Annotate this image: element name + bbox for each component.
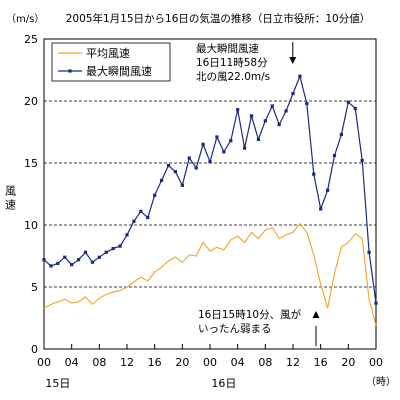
max-gust-point: [63, 255, 67, 259]
max-gust-point: [194, 166, 198, 170]
x-tick-label: 12: [286, 356, 300, 369]
annotation-peak-text: 16日11時58分: [196, 57, 268, 69]
max-gust-point: [291, 91, 295, 96]
max-gust-point: [139, 209, 143, 213]
x-tick-label: 16: [314, 356, 328, 369]
max-gust-point: [319, 207, 323, 211]
max-gust-point: [249, 114, 254, 118]
max-gust-point: [111, 246, 115, 251]
max-gust-point: [270, 104, 274, 108]
x-tick-label: 00: [369, 356, 383, 369]
legend-box: [51, 42, 171, 82]
max-gust-point: [374, 301, 378, 305]
max-gust-point: [353, 106, 357, 111]
max-gust-point: [166, 163, 171, 168]
annotation-peak-text: 北の風22.0m/s: [196, 71, 270, 83]
max-gust-point: [125, 233, 129, 237]
y-axis-label: 風速: [4, 185, 17, 213]
y-tick-label: 0: [31, 343, 38, 356]
x-tick-label: 20: [341, 356, 355, 369]
annotation-peak-arrowhead: [289, 57, 297, 64]
max-gust-point: [153, 193, 157, 197]
max-gust-point: [215, 135, 219, 139]
annotation-dip-text: いったん弱まる: [198, 323, 272, 335]
max-gust-point: [90, 260, 95, 264]
max-gust-point: [367, 250, 371, 254]
max-gust-point: [208, 160, 212, 164]
max-gust-point: [256, 137, 261, 142]
x-tick-label: 12: [120, 356, 134, 369]
y-tick-label: 20: [24, 95, 38, 108]
x-tick-label: 08: [258, 356, 272, 369]
max-gust-point: [132, 219, 136, 223]
max-gust-point: [76, 258, 81, 262]
max-gust-point: [277, 122, 281, 127]
x-tick-label: 08: [92, 356, 106, 369]
max-gust-point: [104, 250, 108, 254]
max-gust-point: [173, 170, 178, 174]
x-tick-label: 20: [175, 356, 189, 369]
x-axis-unit-label: （時）: [366, 376, 396, 388]
max-gust-point: [346, 100, 350, 104]
max-gust-point: [284, 109, 288, 113]
annotation-dip-arrowhead: [312, 311, 320, 318]
legend-max-label: 最大瞬間風速: [86, 64, 152, 78]
y-tick-label: 10: [24, 219, 38, 232]
legend-avg-label: 平均風速: [86, 47, 130, 60]
avg-wind-line: [43, 222, 377, 326]
max-gust-point: [118, 244, 122, 248]
x-tick-label: 04: [231, 356, 245, 369]
y-unit-label: （m/s）: [6, 13, 44, 25]
max-gust-point: [305, 101, 309, 106]
max-gust-point: [201, 142, 205, 146]
x-day-label: 16日: [211, 377, 236, 390]
max-gust-point: [242, 146, 247, 150]
y-tick-label: 5: [31, 281, 38, 294]
max-gust-point: [298, 74, 302, 78]
legend-max-marker: [68, 69, 72, 73]
x-tick-label: 00: [203, 356, 217, 369]
max-gust-point: [312, 172, 316, 176]
annotation-dip-text: 16日15時10分、風が: [198, 308, 302, 321]
annotation-peak-text: 最大瞬間風速: [196, 42, 259, 55]
y-tick-label: 25: [24, 33, 38, 46]
max-gust-point: [236, 108, 240, 112]
max-gust-point: [159, 178, 164, 182]
max-gust-point: [42, 258, 46, 262]
chart-title: 2005年1月15日から16日の気温の推移（日立市役所：10分値）: [66, 12, 370, 25]
x-tick-label: 04: [65, 356, 79, 369]
max-gust-point: [332, 153, 337, 158]
max-gust-point: [49, 264, 53, 268]
max-gust-point: [360, 158, 364, 163]
max-gust-point: [187, 156, 191, 160]
x-day-label: 15日: [45, 377, 70, 390]
max-gust-point: [70, 263, 74, 267]
max-gust-point: [97, 255, 101, 259]
max-gust-point: [56, 261, 60, 266]
max-gust-point: [180, 183, 184, 187]
x-tick-label: 00: [37, 356, 51, 369]
max-gust-point: [325, 188, 330, 192]
max-gust-point: [83, 250, 88, 254]
max-gust-point: [263, 119, 267, 123]
max-gust-point: [146, 215, 150, 220]
max-gust-point: [222, 150, 226, 154]
max-gust-point: [339, 132, 344, 137]
x-tick-label: 16: [148, 356, 162, 369]
y-tick-label: 15: [24, 157, 38, 170]
max-gust-point: [229, 139, 233, 143]
